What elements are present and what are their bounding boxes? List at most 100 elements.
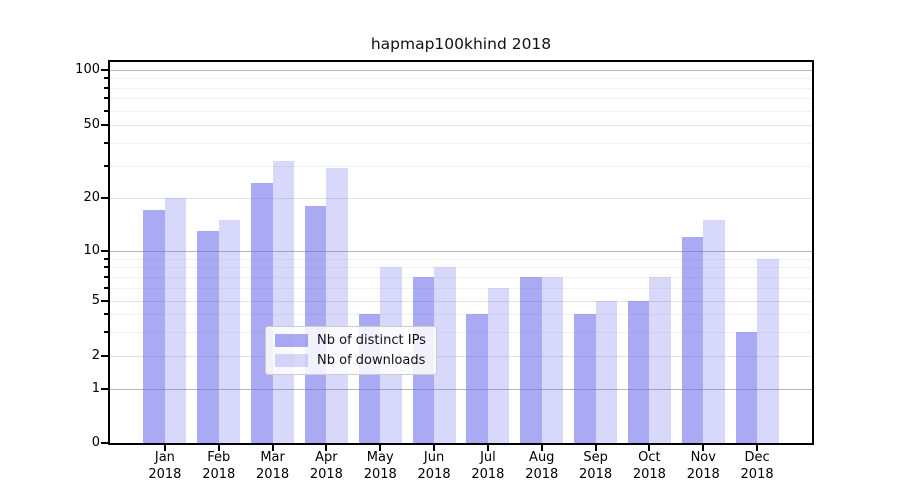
x-tick-label-oct: Oct 2018 bbox=[632, 450, 666, 482]
legend-item-downloads: Nb of downloads bbox=[275, 353, 426, 368]
bar-downloads-dec bbox=[757, 258, 779, 443]
x-tick-feb bbox=[217, 445, 220, 451]
gridline-minor-8 bbox=[110, 267, 812, 269]
y-tick-label-100: 100 bbox=[75, 62, 100, 77]
y-tick-label-20: 20 bbox=[83, 190, 100, 205]
legend-swatch-distinct-ips bbox=[275, 334, 308, 347]
gridline-1 bbox=[110, 389, 812, 390]
y-minortick-3 bbox=[104, 330, 108, 333]
y-tick-label-50: 50 bbox=[83, 117, 100, 132]
gridline-2 bbox=[110, 356, 812, 357]
y-tick-label-10: 10 bbox=[83, 243, 100, 258]
x-tick-aug bbox=[540, 445, 543, 451]
bar-downloads-apr bbox=[326, 168, 348, 443]
gridline-minor-80 bbox=[110, 87, 812, 89]
x-tick-label-mar: Mar 2018 bbox=[256, 450, 290, 482]
legend-label-downloads: Nb of downloads bbox=[317, 353, 426, 368]
chart-title: hapmap100khind 2018 bbox=[370, 35, 552, 53]
legend-item-distinct-ips: Nb of distinct IPs bbox=[275, 333, 426, 348]
bar-downloads-jan bbox=[164, 198, 187, 443]
bar-distinct-ips-jul bbox=[466, 314, 488, 443]
y-tick-100 bbox=[101, 69, 108, 71]
gridline-minor-40 bbox=[110, 142, 812, 144]
gridline-minor-60 bbox=[110, 110, 812, 112]
y-minortick-30 bbox=[104, 164, 108, 167]
bar-downloads-nov bbox=[703, 220, 725, 443]
gridline-minor-9 bbox=[110, 258, 812, 260]
y-minortick-60 bbox=[104, 109, 108, 112]
x-tick-jul bbox=[486, 445, 489, 451]
bar-downloads-sep bbox=[595, 301, 618, 443]
y-minortick-4 bbox=[104, 313, 108, 316]
y-tick-label-2: 2 bbox=[91, 348, 100, 363]
bar-distinct-ips-aug bbox=[520, 276, 542, 443]
x-tick-oct bbox=[648, 445, 651, 451]
y-tick-1 bbox=[101, 388, 108, 390]
y-tick-label-0: 0 bbox=[91, 435, 100, 450]
y-minortick-40 bbox=[104, 141, 108, 144]
bar-distinct-ips-nov bbox=[681, 237, 704, 443]
bar-distinct-ips-feb bbox=[197, 230, 219, 443]
bar-distinct-ips-oct bbox=[627, 301, 650, 443]
x-tick-may bbox=[379, 445, 382, 451]
bar-downloads-aug bbox=[541, 276, 564, 443]
legend: Nb of distinct IPs Nb of downloads bbox=[265, 326, 437, 375]
gridline-minor-70 bbox=[110, 98, 812, 100]
x-tick-label-apr: Apr 2018 bbox=[309, 450, 343, 482]
bar-downloads-jul bbox=[487, 287, 510, 443]
bar-distinct-ips-apr bbox=[304, 206, 327, 443]
gridline-10 bbox=[110, 251, 812, 252]
gridline-minor-6 bbox=[110, 287, 812, 289]
gridline-20 bbox=[110, 198, 812, 199]
y-tick-10 bbox=[101, 250, 108, 252]
y-minortick-90 bbox=[104, 77, 108, 80]
x-tick-label-sep: Sep 2018 bbox=[579, 450, 613, 482]
x-tick-sep bbox=[594, 445, 597, 451]
bar-downloads-feb bbox=[218, 220, 241, 443]
plot-area bbox=[110, 62, 812, 443]
gridline-50 bbox=[110, 125, 812, 126]
x-tick-label-dec: Dec 2018 bbox=[740, 450, 774, 482]
x-tick-dec bbox=[756, 445, 759, 451]
x-tick-label-may: May 2018 bbox=[363, 450, 397, 482]
bar-distinct-ips-jan bbox=[143, 210, 165, 443]
bar-distinct-ips-sep bbox=[574, 314, 596, 443]
y-tick-label-1: 1 bbox=[91, 381, 100, 396]
x-tick-nov bbox=[702, 445, 705, 451]
gridline-minor-30 bbox=[110, 165, 812, 167]
legend-swatch-downloads bbox=[275, 354, 308, 367]
y-minortick-9 bbox=[104, 257, 108, 260]
legend-label-distinct-ips: Nb of distinct IPs bbox=[317, 333, 426, 348]
gridline-minor-4 bbox=[110, 314, 812, 316]
x-tick-jun bbox=[433, 445, 436, 451]
y-minortick-8 bbox=[104, 266, 108, 269]
x-tick-apr bbox=[325, 445, 328, 451]
y-minortick-7 bbox=[104, 275, 108, 278]
y-minortick-80 bbox=[104, 86, 108, 89]
y-tick-2 bbox=[101, 355, 108, 357]
y-minortick-6 bbox=[104, 286, 108, 289]
x-tick-label-jun: Jun 2018 bbox=[417, 450, 451, 482]
bar-distinct-ips-dec bbox=[735, 331, 758, 443]
x-tick-label-nov: Nov 2018 bbox=[686, 450, 720, 482]
y-tick-50 bbox=[101, 124, 108, 126]
x-tick-label-aug: Aug 2018 bbox=[525, 450, 559, 482]
y-tick-20 bbox=[101, 197, 108, 199]
x-tick-label-jul: Jul 2018 bbox=[471, 450, 505, 482]
x-tick-label-feb: Feb 2018 bbox=[202, 450, 236, 482]
bar-downloads-oct bbox=[649, 276, 671, 443]
y-minortick-70 bbox=[104, 97, 108, 100]
x-tick-jan bbox=[163, 445, 166, 451]
gridline-minor-3 bbox=[110, 331, 812, 333]
gridline-minor-7 bbox=[110, 276, 812, 278]
x-tick-label-jan: Jan 2018 bbox=[148, 450, 182, 482]
y-tick-5 bbox=[101, 300, 108, 302]
gridline-minor-90 bbox=[110, 78, 812, 80]
x-tick-mar bbox=[271, 445, 274, 451]
bar-distinct-ips-mar bbox=[251, 183, 273, 443]
y-tick-label-5: 5 bbox=[91, 293, 100, 308]
bar-downloads-jun bbox=[434, 267, 456, 443]
gridline-100 bbox=[110, 70, 812, 71]
gridline-5 bbox=[110, 301, 812, 302]
